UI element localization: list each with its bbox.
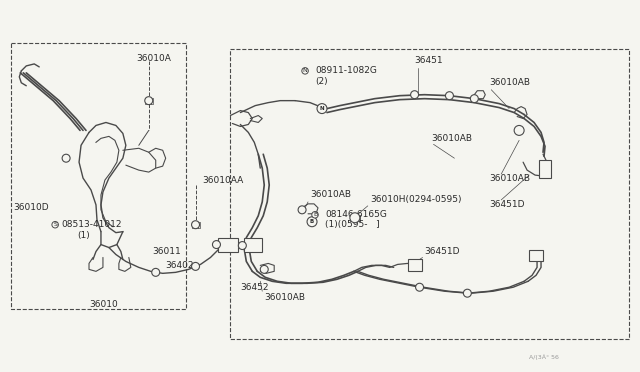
Text: A/(3Â° 56: A/(3Â° 56 [529,354,559,360]
Bar [539,160,551,178]
Text: 36010AB: 36010AB [310,190,351,199]
Circle shape [307,217,317,227]
Circle shape [260,265,268,273]
Text: (1)(0595-   ]: (1)(0595- ] [325,220,380,229]
Bar [218,238,238,251]
Text: B: B [310,219,314,224]
Text: 36010A: 36010A [136,54,171,64]
Circle shape [212,241,220,248]
Text: 36010AB: 36010AB [431,134,472,143]
Circle shape [445,92,453,100]
Text: 36011: 36011 [153,247,182,256]
Circle shape [191,221,200,229]
Circle shape [145,97,153,105]
Text: 36010AB: 36010AB [264,293,305,302]
Text: 36010AB: 36010AB [489,174,531,183]
Circle shape [62,154,70,162]
Text: 36451D: 36451D [424,247,460,256]
Text: 36451D: 36451D [489,201,525,209]
Text: 36402: 36402 [166,261,194,270]
Circle shape [514,125,524,135]
Bar [244,238,262,251]
Text: 36010AB: 36010AB [489,78,531,87]
Text: 08911-1082G: 08911-1082G [315,66,377,76]
Circle shape [463,289,471,297]
Circle shape [470,95,478,103]
Circle shape [350,213,360,223]
Circle shape [411,91,419,99]
Circle shape [238,241,246,250]
Text: (1): (1) [77,231,90,240]
Text: 36010H(0294-0595): 36010H(0294-0595) [370,195,461,204]
Circle shape [191,262,200,270]
Bar [408,259,422,271]
Circle shape [298,206,306,214]
Text: (2): (2) [315,77,328,86]
Text: N: N [303,68,307,73]
Text: B: B [313,212,317,217]
Text: S: S [53,222,57,227]
Circle shape [317,104,327,113]
Text: 08513-41012: 08513-41012 [61,220,122,229]
Text: 36010D: 36010D [13,203,49,212]
Text: 36451: 36451 [415,57,444,65]
Text: 36010AA: 36010AA [202,176,244,185]
Circle shape [415,283,424,291]
Circle shape [152,268,160,276]
Bar [529,250,543,262]
Text: 36452: 36452 [241,283,269,292]
Text: 36010: 36010 [89,299,118,309]
Text: N: N [319,106,324,111]
Text: 08146-6165G: 08146-6165G [325,210,387,219]
